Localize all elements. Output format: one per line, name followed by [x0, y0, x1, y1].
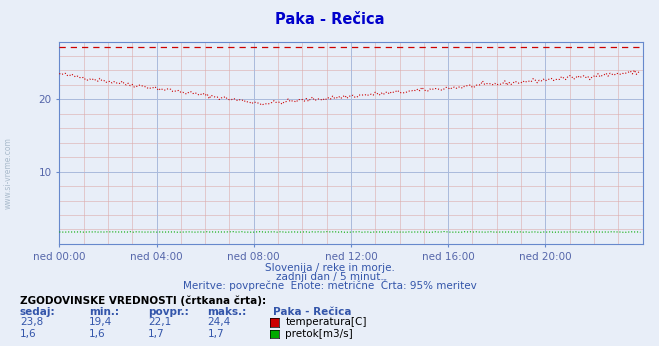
Text: 24,4: 24,4	[208, 318, 231, 327]
Text: temperatura[C]: temperatura[C]	[285, 318, 367, 327]
Text: 1,7: 1,7	[148, 329, 165, 339]
Text: sedaj:: sedaj:	[20, 307, 55, 317]
Text: www.si-vreme.com: www.si-vreme.com	[3, 137, 13, 209]
Text: Slovenija / reke in morje.: Slovenija / reke in morje.	[264, 263, 395, 273]
Text: 22,1: 22,1	[148, 318, 171, 327]
Text: min.:: min.:	[89, 307, 119, 317]
Text: Paka - Rečica: Paka - Rečica	[275, 11, 384, 27]
Text: 19,4: 19,4	[89, 318, 112, 327]
Text: 1,7: 1,7	[208, 329, 224, 339]
Text: pretok[m3/s]: pretok[m3/s]	[285, 329, 353, 339]
Text: Paka - Rečica: Paka - Rečica	[273, 307, 352, 317]
Text: Meritve: povprečne  Enote: metrične  Črta: 95% meritev: Meritve: povprečne Enote: metrične Črta:…	[183, 280, 476, 291]
Text: povpr.:: povpr.:	[148, 307, 189, 317]
Text: zadnji dan / 5 minut.: zadnji dan / 5 minut.	[275, 272, 384, 282]
Text: 1,6: 1,6	[20, 329, 36, 339]
Text: ZGODOVINSKE VREDNOSTI (črtkana črta):: ZGODOVINSKE VREDNOSTI (črtkana črta):	[20, 296, 266, 306]
Text: 1,6: 1,6	[89, 329, 105, 339]
Text: maks.:: maks.:	[208, 307, 247, 317]
Text: 23,8: 23,8	[20, 318, 43, 327]
